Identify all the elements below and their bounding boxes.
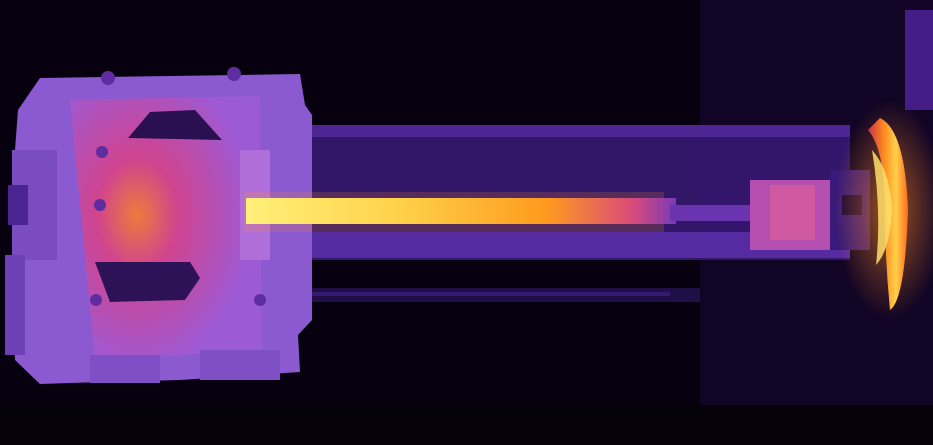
right-ring-inner [872,150,892,265]
lower-rail-highlight [290,292,670,296]
right-edge-block [905,10,933,110]
left-mount-block [5,67,312,384]
bottom-shadow [0,405,933,445]
hot-rod [246,198,676,224]
tube-top-edge [250,125,850,137]
rod-tail [670,205,760,221]
